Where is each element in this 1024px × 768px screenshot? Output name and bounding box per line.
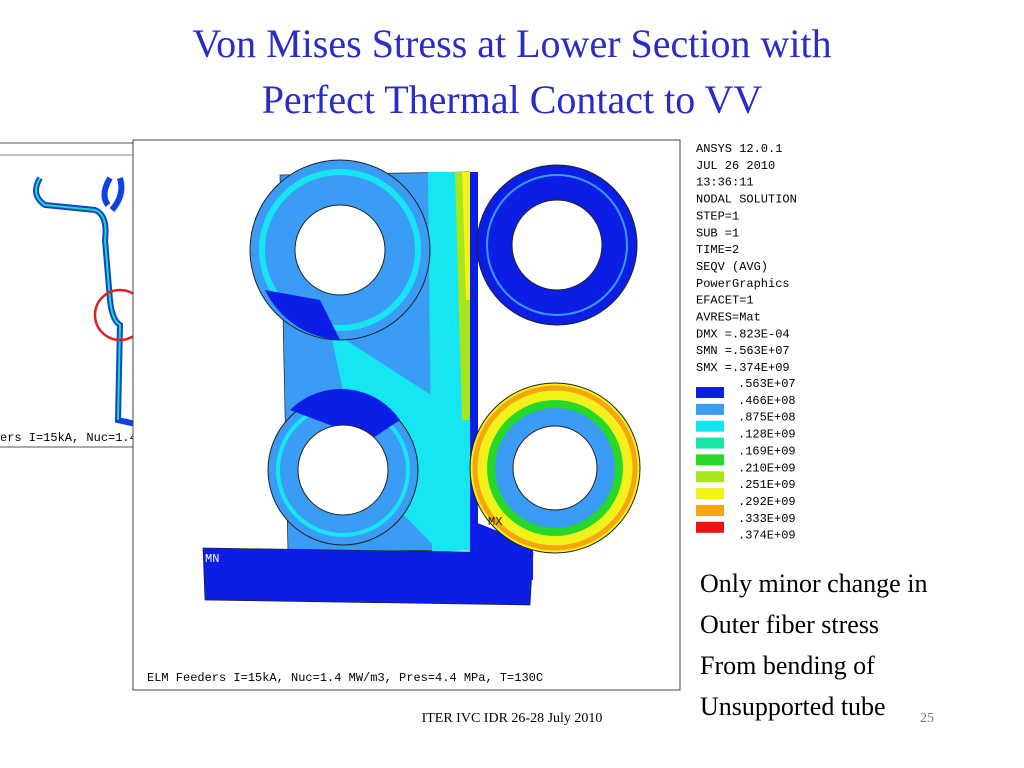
- plot-caption: ELM Feeders I=15kA, Nuc=1.4 MW/m3, Pres=…: [147, 671, 543, 685]
- note-line: Only minor change in: [700, 569, 927, 598]
- info-line: ANSYS 12.0.1: [696, 142, 782, 156]
- title-line: Von Mises Stress at Lower Section with: [192, 21, 831, 66]
- tube-bore: [511, 199, 603, 291]
- tube-ring: [472, 385, 638, 551]
- tube-bore: [512, 425, 598, 511]
- tube-bore: [294, 204, 386, 296]
- legend-swatch: [696, 488, 724, 500]
- info-line: SUB =1: [696, 226, 739, 240]
- footer: ITER IVC IDR 26-28 July 2010: [422, 711, 603, 726]
- info-line: NODAL SOLUTION: [696, 193, 797, 207]
- note-line: From bending of: [700, 651, 875, 680]
- ansys-info: ANSYS 12.0.1 JUL 26 2010 13:36:11 NODAL SOL…: [696, 142, 797, 375]
- legend-level: .563E+07: [738, 377, 796, 391]
- legend-level: .333E+09: [738, 512, 796, 526]
- info-line: PowerGraphics: [696, 277, 790, 291]
- note-line: Outer fiber stress: [700, 610, 879, 639]
- title-line: Perfect Thermal Contact to VV: [262, 77, 763, 122]
- stress-plot: MN MX ELM Feeders I=15kA, Nuc=1.4 MW/m3,…: [132, 139, 681, 691]
- min-label: MN: [205, 552, 219, 566]
- legend-swatch: [696, 504, 724, 516]
- legend-level: .875E+08: [738, 411, 796, 425]
- legend-level: .292E+09: [738, 495, 796, 509]
- legend-swatch: [696, 454, 724, 466]
- base-plate: [202, 547, 534, 606]
- info-line: EFACET=1: [696, 294, 754, 308]
- tube-zone: [290, 389, 400, 440]
- legend-swatch: [696, 471, 724, 483]
- note-line: Unsupported tube: [700, 692, 886, 721]
- legend-swatch: [696, 403, 724, 415]
- tube-ring: [259, 169, 421, 331]
- legend-swatch: [696, 521, 724, 533]
- inset-model-detail: [35, 177, 122, 421]
- tube-zone: [265, 290, 340, 340]
- tube-ring: [486, 174, 628, 316]
- info-line: 13:36:11: [696, 176, 754, 190]
- info-line: TIME=2: [696, 243, 739, 257]
- base-plate: [470, 520, 533, 580]
- legend-level: .169E+09: [738, 444, 796, 458]
- legend-level: .251E+09: [738, 478, 796, 492]
- info-line: JUL 26 2010: [696, 159, 775, 173]
- info-line: SMX =.374E+09: [696, 361, 790, 375]
- info-line: AVRES=Mat: [696, 311, 761, 325]
- info-line: DMX =.823E-04: [696, 327, 790, 341]
- legend-swatch: [696, 420, 724, 432]
- legend: .563E+07 .466E+08 .875E+08 .128E+09 .169E+09…: [696, 377, 796, 543]
- info-line: SMN =.563E+07: [696, 344, 790, 358]
- legend-level: .128E+09: [738, 428, 796, 442]
- legend-level: .210E+09: [738, 461, 796, 475]
- tube-bore: [297, 424, 389, 516]
- slide-number: 25: [920, 711, 934, 726]
- legend-level: .374E+09: [738, 529, 796, 543]
- info-line: SEQV (AVG): [696, 260, 768, 274]
- legend-swatch: [696, 437, 724, 449]
- info-line: STEP=1: [696, 209, 739, 223]
- legend-swatch: [696, 387, 724, 398]
- max-label: MX: [488, 515, 502, 529]
- body-zone: [462, 172, 470, 300]
- legend-level: .466E+08: [738, 394, 796, 408]
